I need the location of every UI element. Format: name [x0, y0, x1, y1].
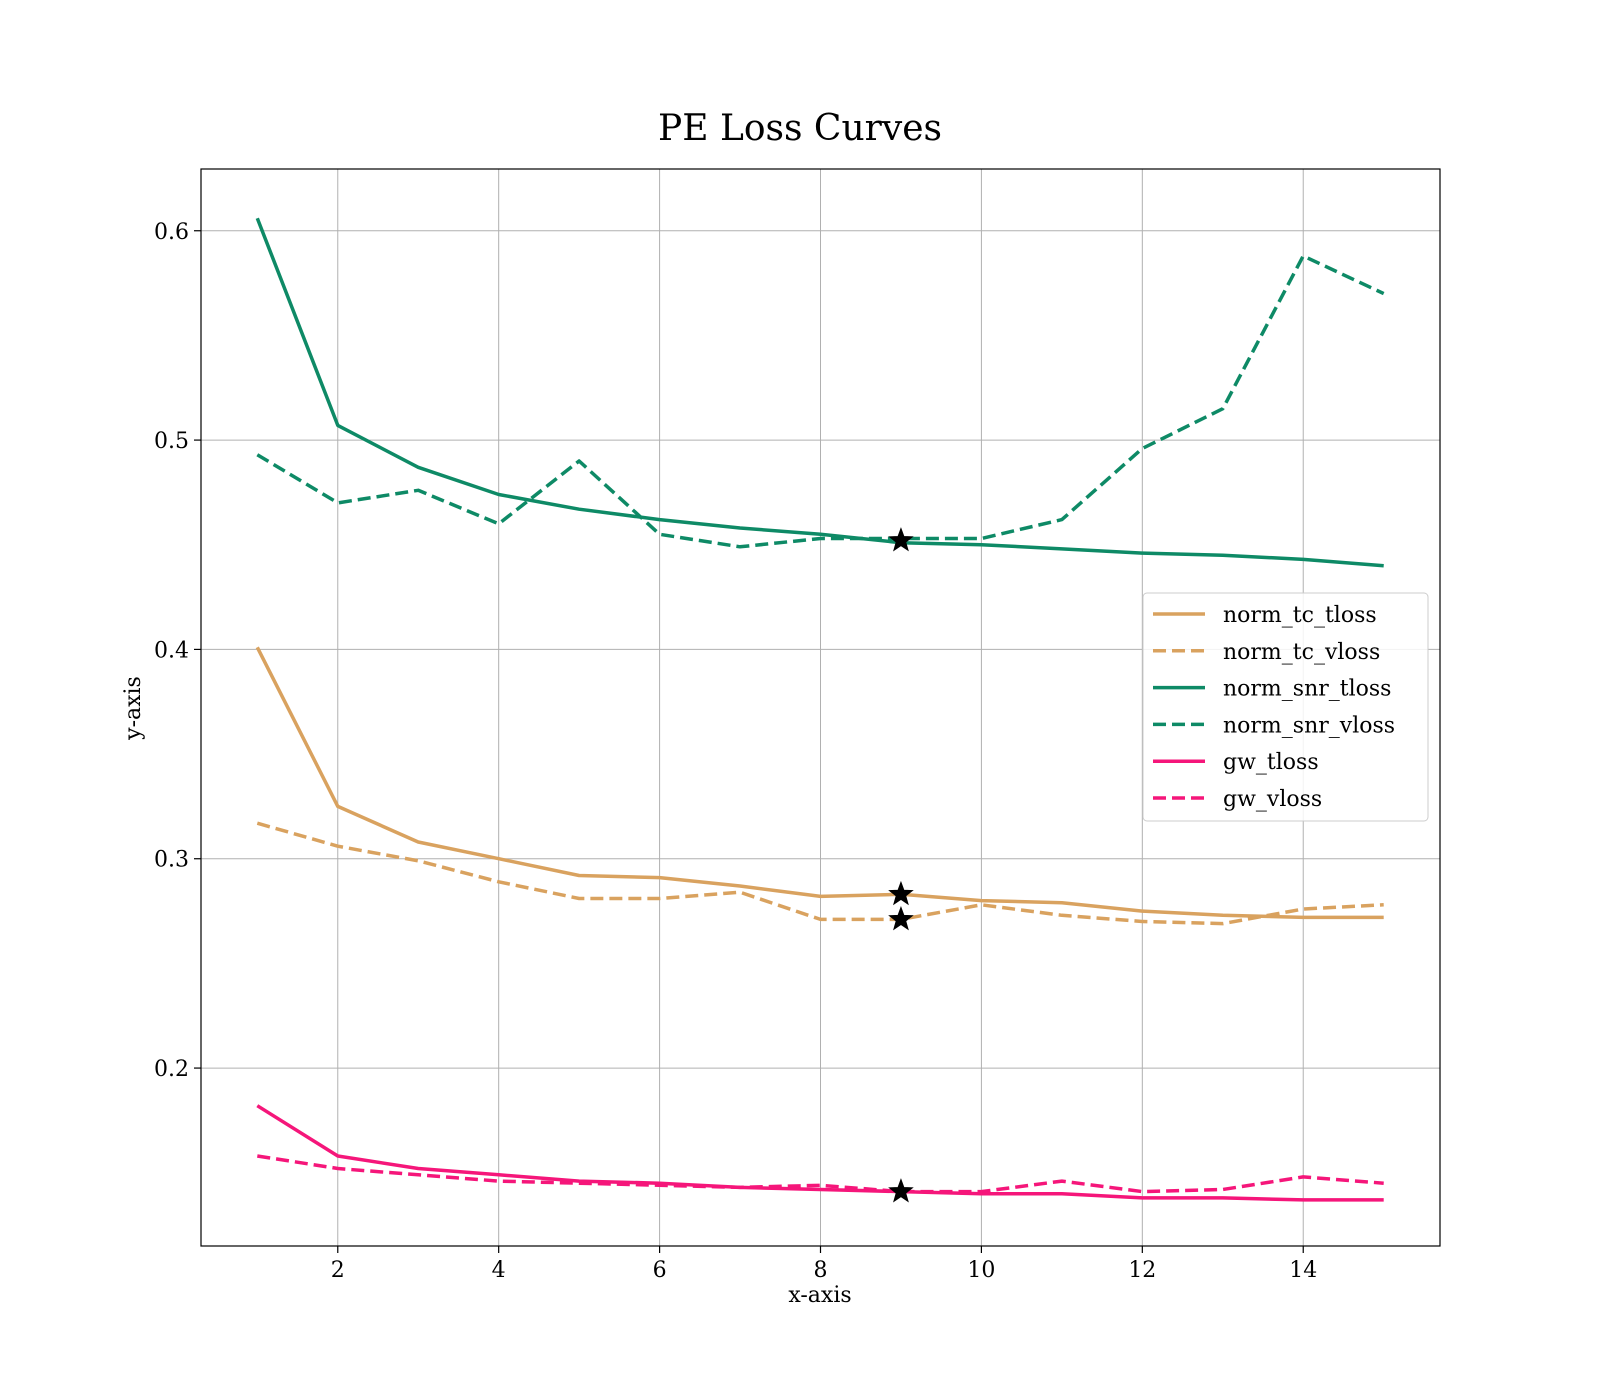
legend: norm_tc_tloss norm_tc_vloss norm_snr_tloss… [1142, 592, 1429, 822]
x-tick-label: 12 [1128, 1258, 1156, 1283]
y-tick-label: 0.6 [154, 220, 189, 245]
y-axis-ticks: 0.2 0.3 0.4 0.5 0.6 [154, 220, 201, 1082]
star-marker [888, 880, 914, 906]
legend-items: norm_tc_tloss norm_tc_vloss norm_snr_tloss… [1153, 603, 1395, 812]
legend-label-norm-tc-vloss: norm_tc_vloss [1223, 640, 1380, 665]
x-tick-label: 8 [814, 1258, 828, 1283]
x-tick-label: 14 [1289, 1258, 1317, 1283]
x-tick-label: 2 [331, 1258, 345, 1283]
legend-label-norm-snr-vloss: norm_snr_vloss [1223, 713, 1395, 738]
series-line-norm-snr-vloss [256, 254, 1385, 549]
series-line-norm-tc-tloss [255, 646, 1384, 920]
series-line-gw-vloss [257, 1154, 1384, 1194]
chart-title: PE Loss Curves [658, 108, 942, 149]
x-axis-label: x-axis [788, 1283, 851, 1308]
y-tick-label: 0.5 [154, 429, 189, 454]
x-axis-ticks: 2 4 6 8 10 12 14 [331, 1246, 1317, 1283]
legend-label-norm-tc-tloss: norm_tc_tloss [1223, 603, 1377, 628]
series-lines [255, 217, 1385, 1202]
best-epoch-markers [888, 527, 914, 1203]
legend-box [1142, 592, 1429, 822]
star-marker [888, 906, 914, 931]
star-marker [888, 1178, 914, 1203]
y-axis-label: y-axis [121, 676, 146, 741]
legend-label-gw-tloss: gw_tloss [1223, 750, 1319, 775]
series-line-norm-tc-vloss [256, 821, 1384, 926]
x-tick-label: 6 [653, 1258, 667, 1283]
y-tick-label: 0.3 [154, 848, 189, 873]
legend-label-gw-vloss: gw_vloss [1223, 787, 1322, 812]
legend-label-norm-snr-tloss: norm_snr_tloss [1223, 677, 1391, 702]
x-tick-label: 10 [967, 1258, 995, 1283]
star-marker [888, 527, 914, 552]
y-tick-label: 0.4 [154, 638, 189, 663]
series-line-gw-tloss [256, 1104, 1384, 1202]
y-tick-label: 0.2 [154, 1057, 189, 1082]
x-tick-label: 4 [492, 1258, 506, 1283]
series-line-norm-snr-tloss [255, 217, 1384, 568]
